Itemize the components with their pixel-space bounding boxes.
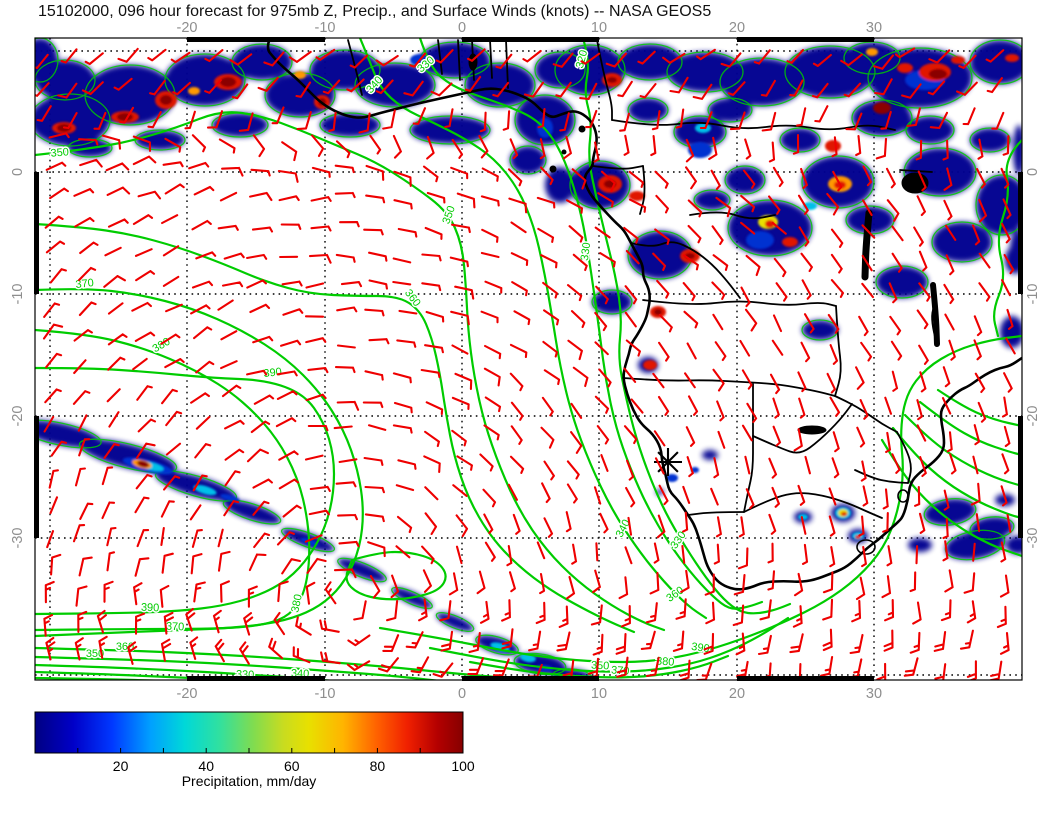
contour-label: 390 bbox=[141, 602, 160, 615]
x-tick-bottom: 10 bbox=[591, 686, 607, 702]
y-tick-right: -10 bbox=[1025, 284, 1041, 305]
x-tick-bottom: -20 bbox=[177, 686, 198, 702]
axis-tick-labels: -20 -20 -10 -10 0 0 10 10 20 20 30 30 0 0 -10 -10 -20 -20… bbox=[10, 20, 1041, 702]
x-tick-top: 0 bbox=[458, 20, 466, 36]
contour-label: 350 bbox=[440, 204, 458, 225]
colorbar-caption: Precipitation, mm/day bbox=[181, 773, 317, 789]
y-tick-left: -30 bbox=[10, 528, 26, 549]
contour-label: 360 bbox=[402, 287, 423, 309]
y-tick-right: 0 bbox=[1025, 168, 1041, 176]
colorbar-tick-label: 40 bbox=[198, 758, 214, 774]
x-tick-bottom: 20 bbox=[729, 686, 745, 702]
contour-label: 380 bbox=[656, 655, 675, 668]
x-tick-top: -10 bbox=[315, 20, 336, 36]
x-tick-top: 30 bbox=[866, 20, 882, 36]
colorbar-tick-label: 80 bbox=[370, 758, 386, 774]
coastline-borders bbox=[266, 38, 1022, 591]
map-inner: 3203303303303403403503503503603603603703… bbox=[35, 38, 1022, 680]
contour-label: 390 bbox=[263, 366, 283, 380]
map-title: 15102000, 096 hour forecast for 975mb Z,… bbox=[38, 3, 712, 20]
wind-barbs bbox=[35, 47, 1016, 680]
x-tick-bottom: 0 bbox=[458, 686, 466, 702]
contour-label: 380 bbox=[289, 593, 305, 613]
colorbar: 20 40 60 80 100 bbox=[34, 711, 475, 774]
colorbar-gradient bbox=[34, 711, 464, 754]
x-tick-top: 10 bbox=[591, 20, 607, 36]
x-tick-bottom: -10 bbox=[315, 686, 336, 702]
y-tick-left: -10 bbox=[10, 284, 26, 305]
colorbar-tick-label: 60 bbox=[284, 758, 300, 774]
x-tick-top: -20 bbox=[177, 20, 198, 36]
x-tick-top: 20 bbox=[729, 20, 745, 36]
colorbar-tick-label: 20 bbox=[113, 758, 129, 774]
x-tick-bottom: 30 bbox=[866, 686, 882, 702]
y-tick-right: -30 bbox=[1025, 528, 1041, 549]
map-frame bbox=[34, 37, 1023, 681]
y-tick-left: -20 bbox=[10, 406, 26, 427]
contour-label: 330 bbox=[579, 242, 593, 262]
colorbar-tick-label: 100 bbox=[451, 758, 475, 774]
contour-label: 350 bbox=[50, 146, 69, 160]
y-tick-left: 0 bbox=[10, 168, 26, 176]
contour-label: 370 bbox=[166, 621, 185, 634]
contour-label: 350 bbox=[591, 660, 610, 673]
contour-label: 370 bbox=[75, 277, 95, 291]
y-tick-right: -20 bbox=[1025, 406, 1041, 427]
precip-outline bbox=[35, 38, 1022, 680]
